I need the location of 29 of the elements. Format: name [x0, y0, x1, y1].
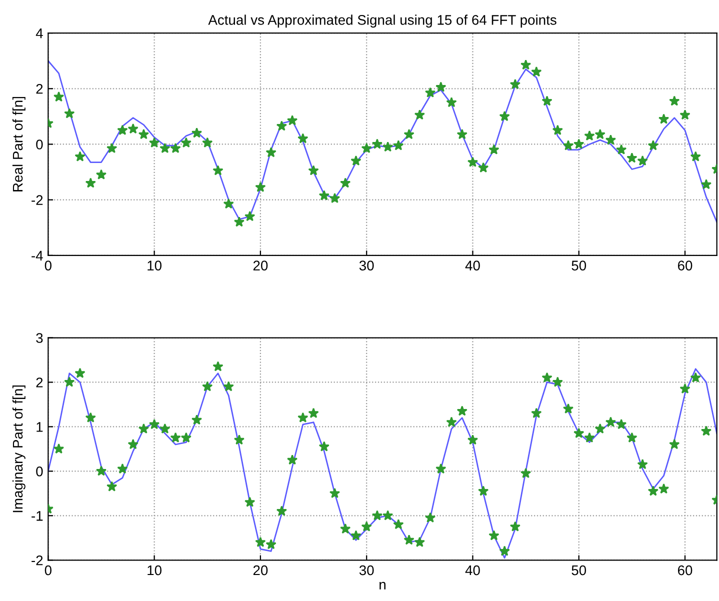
x-tick-label: 0: [44, 565, 52, 576]
x-tick-label: 10: [148, 565, 162, 576]
chart-title: Actual vs Approximated Signal using 15 of 64 FFT points: [208, 14, 556, 28]
y-axis-title: Real Part of f[n]: [12, 96, 26, 192]
y-axis-title: Imaginary Part of f[n]: [12, 385, 26, 512]
x-tick-label: 30: [359, 260, 374, 270]
x-tick-label: 0: [44, 260, 52, 270]
y-tick-label: 0: [36, 140, 43, 150]
x-tick-label: 50: [572, 260, 586, 270]
y-tick-label: 1: [36, 422, 43, 432]
x-tick-label: 50: [572, 565, 586, 576]
y-tick-label: 2: [36, 84, 43, 94]
x-tick-label: 40: [465, 565, 480, 576]
y-tick-label: -1: [32, 511, 43, 521]
x-tick-label: 20: [253, 565, 268, 576]
x-tick-label: 60: [678, 565, 692, 576]
y-tick-label: 3: [36, 333, 43, 343]
y-tick-label: 4: [36, 28, 43, 38]
y-tick-label: -4: [32, 250, 43, 260]
y-tick-label: 0: [36, 466, 43, 476]
x-tick-label: 40: [465, 260, 480, 270]
y-tick-label: 2: [36, 378, 43, 388]
y-tick-label: -2: [32, 555, 43, 566]
x-tick-label: 20: [253, 260, 268, 270]
x-tick-label: 10: [148, 260, 162, 270]
y-tick-label: -2: [32, 195, 43, 205]
x-tick-label: 60: [678, 260, 692, 270]
x-axis-title: n: [380, 582, 386, 590]
x-tick-label: 30: [359, 565, 374, 576]
